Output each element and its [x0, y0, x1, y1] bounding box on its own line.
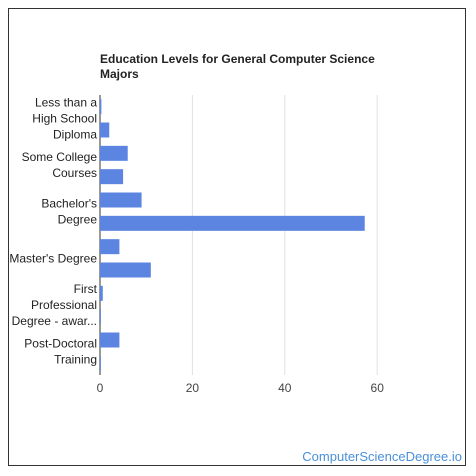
bar [100, 169, 124, 185]
bar [100, 285, 103, 301]
x-tick-labels: 0 20 40 60 [97, 381, 385, 395]
x-tick-label: 60 [371, 381, 385, 395]
category-label: Bachelor's Degree [41, 197, 97, 227]
bar [100, 122, 110, 138]
bar [100, 215, 365, 231]
x-tick-label: 20 [186, 381, 200, 395]
chart-title: Education Levels for General Computer Sc… [100, 52, 375, 81]
x-tick-label: 0 [97, 381, 104, 395]
bars [100, 99, 365, 371]
bar [100, 332, 120, 348]
site-brand-link[interactable]: ComputerScienceDegree.io [302, 449, 462, 464]
chart-card [8, 8, 466, 466]
bar [100, 262, 151, 278]
category-label: First Professional Degree - awar... [12, 282, 98, 328]
category-label: Master's Degree [9, 251, 97, 265]
bar [100, 309, 101, 325]
bar [100, 192, 142, 208]
category-label: Post-Doctoral Training [24, 337, 97, 367]
grid-lines [99, 95, 378, 375]
bar [100, 99, 102, 115]
bar [100, 145, 128, 161]
x-tick-label: 40 [278, 381, 292, 395]
category-label: Less than a High School Diploma [32, 95, 97, 141]
bar [100, 239, 120, 255]
category-labels: Less than a High School Diploma Some Colleg… [9, 95, 97, 366]
category-label: Some College Courses [22, 150, 98, 180]
bar [100, 355, 101, 371]
